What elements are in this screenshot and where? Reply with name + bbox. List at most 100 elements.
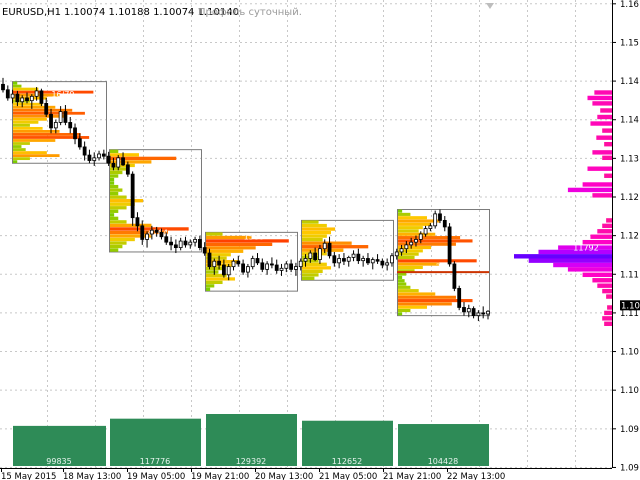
profile-level [302,227,336,231]
one-click-trading-toggle-icon[interactable] [486,3,494,9]
profile-level [110,213,115,217]
candle-body [356,253,361,262]
profile-level [13,108,73,112]
profile-level [398,226,423,230]
candle-body [255,258,260,264]
profile-level [110,191,119,196]
candle-body [270,263,274,266]
profile-level [302,238,323,242]
profile-level [398,289,419,293]
time-tick-label: 19 May 05:00 [127,472,185,480]
profile-level [206,249,244,253]
candle-body [394,251,399,257]
session-volume-bar [110,418,201,466]
candle-body [29,95,34,102]
candle-body [332,255,337,264]
profile-level [302,230,331,235]
total-profile-level [606,294,612,299]
candle-body [308,252,313,259]
profile-level [110,206,127,210]
total-profile-level [567,267,612,272]
profile-level [13,139,56,142]
price-tick-label: 1.12 [620,193,639,203]
candle-body [212,260,217,268]
candle-body [375,259,380,262]
session-volume-label: 117776 [140,457,171,466]
profile-level [110,244,123,249]
total-volume-profile: 11792 [514,90,612,326]
candle-body [471,308,476,317]
candle-body [279,267,284,271]
price-tick-label: 1.10 [620,386,639,396]
profile-level [206,280,223,285]
candle-body [457,288,462,308]
profile-level [398,252,419,256]
total-profile-level [592,101,612,106]
profile-level [110,177,115,182]
profile-level [110,227,189,231]
total-profile-level [592,278,612,283]
price-tick-label: 1.14 [620,116,639,126]
total-profile-level [600,108,612,113]
profile-level [110,170,123,175]
profile-level [110,163,135,168]
profile-level [110,174,119,178]
price-tick-label: 1.09 [620,425,639,435]
profile-level [206,260,240,264]
profile-level [110,209,119,213]
profile-level [110,216,119,221]
profile-level [206,273,227,278]
profile-level [302,273,319,277]
profile-level [110,237,135,242]
price-tick-label: 1.13 [620,154,639,164]
session-profiles: 16/794264156020203152 [12,81,490,317]
candle-body [452,263,457,289]
candle-body [390,255,394,264]
total-profile-level [528,258,612,263]
candle-body [433,213,438,227]
profile-level [13,114,64,118]
profile-level [398,239,473,243]
candle-body [294,266,298,270]
candle-body [106,155,111,164]
candle-body [125,164,130,175]
total-profile-level [592,193,612,198]
price-tick-label: 1.15 [620,38,639,48]
candle-body [97,153,101,159]
candle-body [73,127,77,140]
time-tick-label: 22 May 13:00 [447,472,505,480]
profile-level [13,102,43,106]
total-profile-level [604,173,612,178]
profile-level [302,266,331,270]
candle-body [327,242,332,257]
price-tick-label: 1.11 [620,270,639,280]
candle-body [217,260,221,266]
profile-level [110,188,123,192]
total-profile-level [602,128,612,133]
total-profile-level [596,135,612,140]
candle-body [226,266,231,276]
profile-level [110,234,152,238]
profile-level [398,222,432,226]
total-profile-level [587,166,612,171]
candle-body [145,233,149,240]
profile-level [206,235,252,240]
candle-body [49,113,53,129]
profile-level [398,305,427,309]
profile-level [398,279,405,283]
time-tick-label: 21 May 21:00 [383,472,441,480]
candle-body [121,157,125,166]
symbol-title: EURUSD,H1 [2,7,61,18]
profile-level [13,142,30,145]
price-tick-label: 1.11 [620,309,639,319]
candle-body [63,111,68,123]
candle-body [221,264,226,276]
candle-body [370,259,375,264]
total-profile-level [602,316,612,321]
candle-body [68,122,73,129]
total-profile-level [607,305,612,310]
poc-label: 4264 [148,228,168,237]
price-tick-label: 1.12 [620,232,639,242]
candle-body [260,262,265,270]
